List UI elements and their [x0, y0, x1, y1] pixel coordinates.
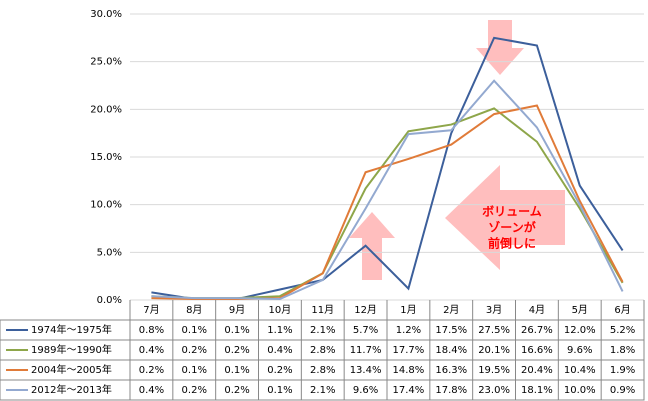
table-value: 14.8% — [393, 365, 425, 376]
table-value: 12.0% — [564, 325, 596, 336]
table-value: 1.1% — [267, 325, 292, 336]
annotation: 前倒しに — [488, 236, 536, 251]
table-value: 23.0% — [478, 385, 510, 396]
table-value: 16.3% — [435, 365, 467, 376]
x-tick-label: 12月 — [354, 304, 377, 316]
table-value: 0.1% — [224, 365, 249, 376]
x-tick-label: 5月 — [572, 304, 588, 316]
table-value: 0.2% — [267, 365, 292, 376]
table-value: 17.7% — [393, 345, 425, 356]
table-value: 0.2% — [182, 385, 207, 396]
table-value: 0.4% — [267, 345, 292, 356]
legend-label: 2004年～2005年 — [31, 363, 112, 376]
table-value: 1.9% — [610, 365, 635, 376]
y-tick-label: 25.0% — [90, 57, 122, 68]
x-tick-label: 7月 — [143, 304, 159, 316]
series-line — [151, 79, 624, 301]
table-value: 26.7% — [521, 325, 553, 336]
legend-label: 1974年～1975年 — [31, 323, 112, 336]
table-value: 16.6% — [521, 345, 553, 356]
table-value: 0.4% — [139, 345, 164, 356]
table-value: 2.8% — [310, 365, 335, 376]
legend-label: 2012年～2013年 — [31, 383, 112, 396]
x-tick-label: 4月 — [529, 304, 545, 316]
table-value: 17.5% — [435, 325, 467, 336]
table-value: 20.1% — [478, 345, 510, 356]
table-value: 1.2% — [396, 325, 421, 336]
table-value: 9.6% — [567, 345, 592, 356]
left-arrow — [445, 165, 565, 270]
y-tick-label: 5.0% — [97, 247, 122, 258]
table-value: 0.1% — [267, 385, 292, 396]
x-tick-label: 8月 — [186, 304, 202, 316]
table-value: 9.6% — [353, 385, 378, 396]
table-value: 0.2% — [182, 345, 207, 356]
table-value: 0.2% — [224, 345, 249, 356]
y-tick-label: 30.0% — [90, 9, 122, 20]
table-value: 0.9% — [610, 385, 635, 396]
x-tick-label: 10月 — [269, 304, 292, 316]
annotation: ゾーンが — [488, 220, 535, 235]
x-tick-label: 6月 — [614, 304, 630, 316]
table-value: 18.4% — [435, 345, 467, 356]
annotation: ボリューム — [482, 204, 542, 219]
legend-label: 1989年～1990年 — [31, 343, 112, 356]
table-value: 13.4% — [350, 365, 382, 376]
table-value: 17.8% — [435, 385, 467, 396]
up-arrow — [349, 212, 395, 280]
table-value: 0.1% — [182, 365, 207, 376]
table-value: 0.8% — [139, 325, 164, 336]
y-tick-label: 20.0% — [90, 104, 122, 115]
series-line — [151, 36, 624, 301]
table-value: 2.8% — [310, 345, 335, 356]
table-value: 2.1% — [310, 325, 335, 336]
table-value: 10.4% — [564, 365, 596, 376]
y-tick-label: 0.0% — [97, 295, 122, 306]
table-value: 18.1% — [521, 385, 553, 396]
table-value: 19.5% — [478, 365, 510, 376]
table-value: 10.0% — [564, 385, 596, 396]
table-value: 0.4% — [139, 385, 164, 396]
table-value: 17.4% — [393, 385, 425, 396]
table-value: 5.7% — [353, 325, 378, 336]
table-value: 20.4% — [521, 365, 553, 376]
table-value: 27.5% — [478, 325, 510, 336]
table-value: 1.8% — [610, 345, 635, 356]
x-tick-label: 11月 — [311, 304, 334, 316]
x-tick-label: 1月 — [400, 304, 416, 316]
table-value: 0.2% — [224, 385, 249, 396]
x-tick-label: 2月 — [443, 304, 459, 316]
x-tick-label: 3月 — [486, 304, 502, 316]
y-tick-label: 15.0% — [90, 152, 122, 163]
down-arrow — [476, 20, 524, 75]
table-value: 2.1% — [310, 385, 335, 396]
table-value: 5.2% — [610, 325, 635, 336]
table-value: 0.2% — [139, 365, 164, 376]
table-value: 11.7% — [350, 345, 382, 356]
x-tick-label: 9月 — [229, 304, 245, 316]
table-value: 0.1% — [224, 325, 249, 336]
table-value: 0.1% — [182, 325, 207, 336]
y-tick-label: 10.0% — [90, 200, 122, 211]
